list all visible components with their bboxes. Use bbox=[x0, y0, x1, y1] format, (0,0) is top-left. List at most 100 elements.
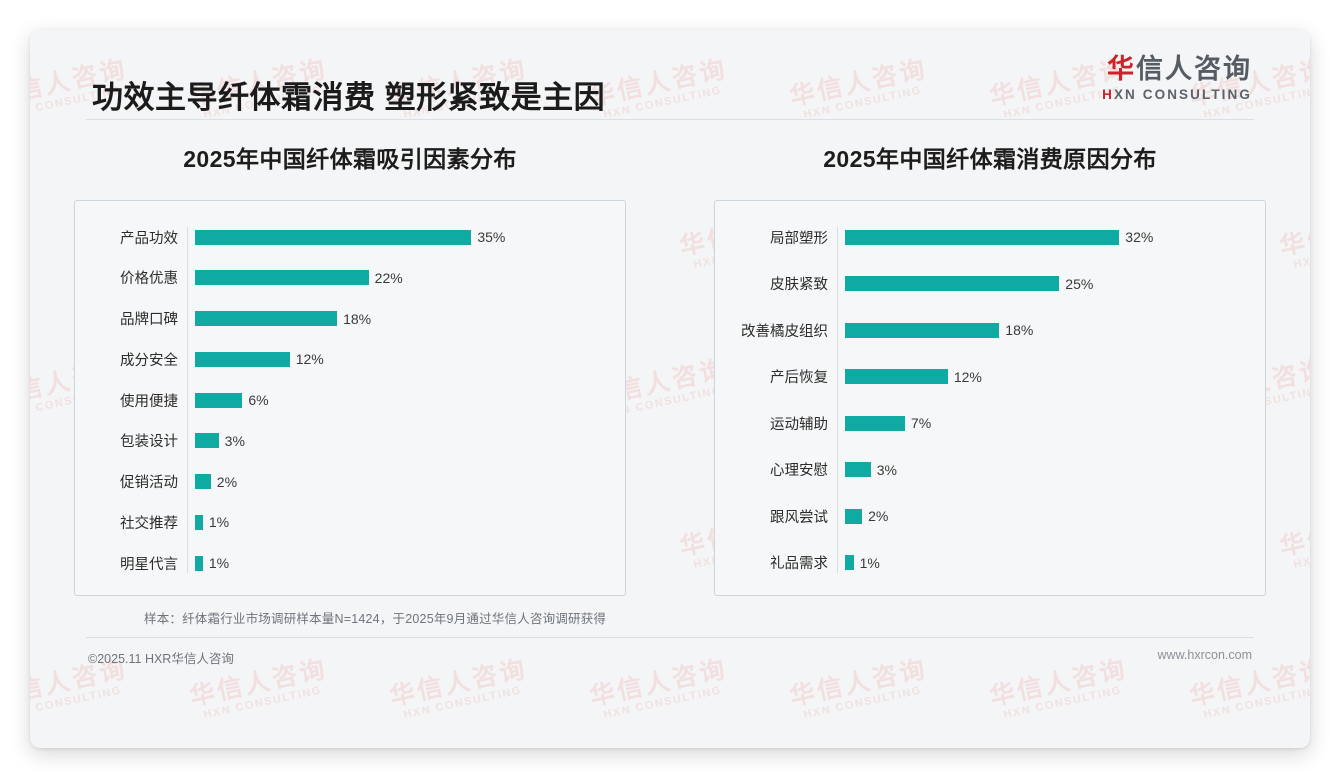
bar-track: 3% bbox=[187, 433, 625, 449]
bar-track: 3% bbox=[837, 462, 1265, 478]
watermark-english: HXN CONSULTING bbox=[30, 684, 124, 722]
bar-track: 12% bbox=[187, 351, 625, 367]
bar-row[interactable]: 心理安慰 3% bbox=[715, 460, 1265, 480]
watermark-english: HXN CONSULTING bbox=[1202, 684, 1310, 722]
bar-row[interactable]: 成分安全 12% bbox=[75, 349, 625, 369]
bar-track: 1% bbox=[187, 514, 625, 530]
footer-divider bbox=[86, 637, 1254, 638]
bar-category-label: 促销活动 bbox=[120, 475, 178, 491]
bar bbox=[195, 555, 203, 571]
bar-value-label: 6% bbox=[248, 392, 269, 408]
bar-track: 18% bbox=[187, 311, 625, 327]
bar-category-label: 使用便捷 bbox=[120, 393, 178, 410]
y-axis-line bbox=[187, 227, 188, 573]
bar bbox=[845, 276, 1060, 292]
bar-row[interactable]: 运动辅助 7% bbox=[715, 413, 1265, 433]
bar-track: 1% bbox=[187, 555, 625, 571]
bar-category-label: 局部塑形 bbox=[770, 230, 828, 247]
bar-category-label: 礼品需求 bbox=[770, 556, 828, 573]
bar-row[interactable]: 礼品需求 1% bbox=[715, 553, 1265, 573]
bar-track: 1% bbox=[837, 555, 1265, 571]
bar bbox=[195, 514, 203, 530]
slide-footer: ©2025.11 HXR华信人咨询 www.hxrcon.com bbox=[30, 638, 1310, 682]
bar-value-label: 12% bbox=[295, 351, 324, 368]
bar-value-label: 32% bbox=[1125, 229, 1154, 245]
bar-track: 22% bbox=[187, 270, 625, 286]
bar-value-label: 18% bbox=[343, 310, 372, 327]
bar bbox=[195, 433, 219, 449]
bar-row[interactable]: 包装设计 3% bbox=[75, 431, 625, 451]
bar bbox=[845, 462, 871, 478]
bar-row[interactable]: 使用便捷 6% bbox=[75, 390, 625, 410]
bar bbox=[845, 229, 1120, 245]
bar-row[interactable]: 品牌口碑 18% bbox=[75, 309, 625, 329]
bar-value-label: 7% bbox=[911, 415, 932, 432]
bar-category-label: 品牌口碑 bbox=[120, 312, 178, 328]
logo-cn-rest: 信人咨询 bbox=[1136, 54, 1252, 84]
bar-category-label: 成分安全 bbox=[120, 352, 178, 369]
bar-row[interactable]: 社交推荐 1% bbox=[75, 512, 625, 532]
bar-category-label: 运动辅助 bbox=[770, 416, 828, 433]
bar bbox=[845, 508, 863, 524]
logo-en-rest: XN CONSULTING bbox=[1113, 87, 1252, 103]
bar-value-label: 18% bbox=[1005, 322, 1034, 339]
bar-category-label: 明星代言 bbox=[120, 556, 178, 573]
bar-category-label: 改善橘皮组织 bbox=[741, 323, 828, 340]
bar bbox=[195, 351, 290, 367]
bar-value-label: 2% bbox=[216, 473, 238, 490]
bar-category-label: 皮肤紧致 bbox=[770, 277, 828, 294]
watermark-english: HXN CONSULTING bbox=[1002, 684, 1124, 722]
watermark-english: HXN CONSULTING bbox=[602, 684, 724, 722]
bar-category-label: 产品功效 bbox=[120, 230, 178, 247]
bar-value-label: 25% bbox=[1065, 275, 1094, 292]
chart-panel: 产品功效 35% 价格优惠 22% 品牌口碑 18% 成分安全 12% 使用便捷 6% 包装设计 3%… bbox=[74, 200, 626, 596]
page-title: 功效主导纤体霜消费 塑形紧致是主因 bbox=[92, 80, 606, 115]
chart-title: 2025年中国纤体霜消费原因分布 bbox=[823, 146, 1157, 172]
bar-track: 35% bbox=[187, 229, 625, 245]
bar-track: 2% bbox=[187, 474, 625, 490]
bar bbox=[845, 555, 854, 571]
website-url[interactable]: www.hxrcon.com bbox=[1157, 648, 1252, 662]
bar-category-label: 包装设计 bbox=[120, 434, 178, 451]
bar-category-label: 价格优惠 bbox=[120, 271, 178, 288]
logo-chinese-text: 华信人咨询 bbox=[1102, 54, 1252, 85]
bar bbox=[195, 270, 369, 286]
bar-category-label: 产后恢复 bbox=[770, 370, 828, 387]
bar-value-label: 3% bbox=[224, 432, 245, 449]
bar-value-label: 1% bbox=[859, 554, 880, 571]
slide-card: 华信人咨询 HXN CONSULTING 华信人咨询 HXN CONSULTING 华信… bbox=[30, 30, 1310, 748]
bar bbox=[845, 322, 1000, 338]
watermark-english: HXN CONSULTING bbox=[202, 684, 324, 722]
bar-track: 2% bbox=[837, 508, 1265, 524]
bar-value-label: 1% bbox=[208, 555, 230, 571]
watermark-english: HXN CONSULTING bbox=[402, 684, 524, 722]
bar-row[interactable]: 产品功效 35% bbox=[75, 227, 625, 247]
chart-block-1: 2025年中国纤体霜吸引因素分布产品功效 35% 价格优惠 22% 品牌口碑 18% 成分安… bbox=[30, 140, 670, 596]
bar-value-label: 2% bbox=[868, 508, 889, 525]
bar-category-label: 心理安慰 bbox=[770, 463, 828, 480]
bar-row[interactable]: 产后恢复 12% bbox=[715, 367, 1265, 387]
bar-track: 25% bbox=[837, 276, 1265, 292]
bar-rows: 局部塑形 32% 皮肤紧致 25% 改善橘皮组织 18% 产后恢复 12% 运动辅助 7% 心理安慰… bbox=[715, 227, 1265, 573]
bar-value-label: 22% bbox=[374, 269, 403, 286]
bar-track: 12% bbox=[837, 369, 1265, 385]
chart-title: 2025年中国纤体霜吸引因素分布 bbox=[183, 146, 517, 172]
watermark-english: HXN CONSULTING bbox=[802, 684, 924, 722]
chart-panel: 局部塑形 32% 皮肤紧致 25% 改善橘皮组织 18% 产后恢复 12% 运动辅助 7% 心理安慰… bbox=[714, 200, 1266, 596]
bar bbox=[845, 415, 905, 431]
bar bbox=[195, 392, 243, 408]
bar bbox=[845, 369, 948, 385]
bar-row[interactable]: 跟风尝试 2% bbox=[715, 506, 1265, 526]
company-logo: 华信人咨询 HXN CONSULTING bbox=[1102, 54, 1252, 102]
bar-row[interactable]: 促销活动 2% bbox=[75, 472, 625, 492]
bar-row[interactable]: 改善橘皮组织 18% bbox=[715, 320, 1265, 340]
header-divider bbox=[86, 119, 1254, 120]
bar-row[interactable]: 局部塑形 32% bbox=[715, 227, 1265, 247]
bar-category-label: 社交推荐 bbox=[120, 515, 178, 532]
bar-row[interactable]: 明星代言 1% bbox=[75, 553, 625, 573]
bar-row[interactable]: 皮肤紧致 25% bbox=[715, 274, 1265, 294]
bar bbox=[195, 474, 211, 489]
charts-container: 2025年中国纤体霜吸引因素分布产品功效 35% 价格优惠 22% 品牌口碑 18% 成分安… bbox=[30, 140, 1310, 596]
bar-rows: 产品功效 35% 价格优惠 22% 品牌口碑 18% 成分安全 12% 使用便捷 6% 包装设计 3%… bbox=[75, 227, 625, 573]
bar-row[interactable]: 价格优惠 22% bbox=[75, 268, 625, 288]
